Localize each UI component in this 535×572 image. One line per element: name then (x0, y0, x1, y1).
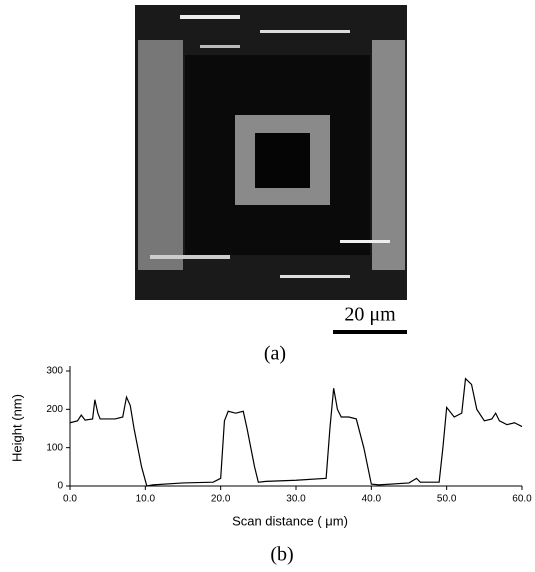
y-tick-label: 0 (57, 481, 63, 492)
x-tick-label: 60.0 (512, 494, 532, 505)
x-tick-label: 40.0 (362, 494, 382, 505)
y-tick-label: 300 (46, 366, 63, 377)
profile-chart: 0 100 200 300 0.0 10.0 20.0 30.0 40.0 50.0 60.0 (46, 366, 532, 505)
x-tick-label: 30.0 (286, 494, 306, 505)
x-tick-label: 50.0 (437, 494, 457, 505)
caption: (b) (270, 544, 293, 566)
scale-bar-label: 20 μm (344, 304, 396, 326)
afm-image (135, 5, 407, 300)
y-axis-label: Height (nm) (9, 394, 24, 462)
x-tick-label: 20.0 (211, 494, 231, 505)
profile-line (69, 377, 523, 487)
y-tick-label: 200 (46, 404, 63, 415)
x-axis-label: Scan distance ( μm) (232, 513, 348, 528)
x-tick-label: 0.0 (63, 494, 77, 505)
caption: (a) (264, 343, 286, 365)
y-tick-label: 100 (46, 442, 63, 453)
x-tick-label: 10.0 (136, 494, 156, 505)
